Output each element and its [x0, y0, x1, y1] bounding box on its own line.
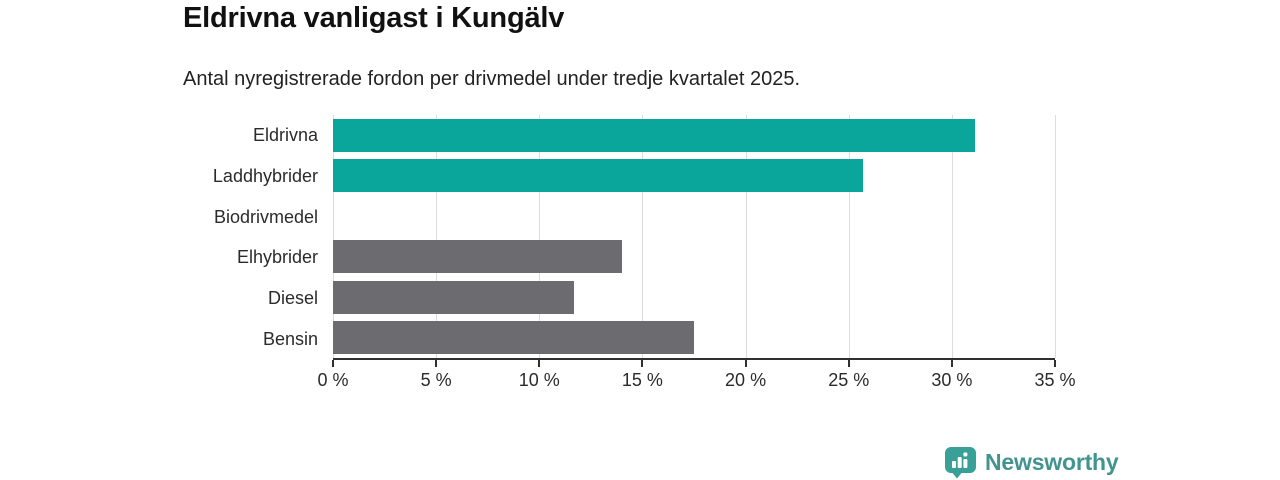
category-axis: Eldrivna Laddhybrider Biodrivmedel Elhybrid…: [0, 115, 318, 360]
chart-title: Eldrivna vanligast i Kungälv: [183, 2, 565, 34]
x-tick-label: 15 %: [621, 370, 663, 390]
axis-tick: [332, 360, 334, 367]
bar-row: [333, 196, 1055, 237]
chart-subtitle: Antal nyregistrerade fordon per drivmede…: [183, 68, 801, 90]
axis-tick: [641, 360, 644, 367]
axis-tick: [435, 360, 438, 367]
gridline: [539, 115, 541, 358]
category-label: Biodrivmedel: [213, 206, 318, 227]
gridline: [1055, 115, 1056, 358]
bar-row: [333, 115, 1055, 156]
x-axis-tick-labels: 0 % 5 % 10 % 15 % 20 % 25 % 30 % 35 %: [317, 370, 1075, 394]
bar-row: [333, 156, 1055, 197]
axis-tick: [744, 360, 747, 367]
axis-tick: [538, 360, 541, 367]
plot-area: [332, 115, 1056, 367]
newsworthy-logo[interactable]: Newsworthy: [944, 446, 1119, 479]
gridline: [745, 115, 747, 358]
bar-eldrivna: [333, 118, 975, 152]
category-label: Laddhybrider: [212, 165, 318, 186]
x-tick-label: 30 %: [931, 370, 973, 390]
gridline: [436, 115, 438, 358]
bar-row: [333, 318, 1055, 359]
bar-row: [333, 277, 1055, 318]
category-label: Diesel: [267, 288, 318, 309]
axis-tick: [847, 360, 850, 367]
bar-chart-bubble-icon: [945, 447, 976, 479]
bar-elhybrider: [333, 240, 622, 274]
gridline: [848, 115, 850, 358]
x-tick-label: 5 %: [420, 370, 452, 390]
x-tick-label: 10 %: [518, 370, 560, 390]
axis-tick: [1054, 360, 1056, 367]
bar-bensin: [333, 321, 694, 355]
gridline: [951, 115, 953, 358]
bar-row: [333, 237, 1055, 278]
x-tick-label: 0 %: [317, 370, 349, 390]
x-tick-label: 35 %: [1034, 370, 1076, 390]
gridline: [333, 115, 334, 358]
x-tick-label: 25 %: [828, 370, 870, 390]
x-tick-label: 20 %: [725, 370, 767, 390]
bar-chart: Eldrivna Laddhybrider Biodrivmedel Elhybrid…: [0, 115, 1076, 390]
newsworthy-wordmark: Newsworthy: [985, 449, 1119, 475]
bar-laddhybrider: [333, 159, 864, 193]
bar-rows: [333, 115, 1055, 358]
gridline: [642, 115, 644, 358]
category-label: Elhybrider: [236, 247, 318, 268]
bar-diesel: [333, 280, 575, 314]
category-label: Eldrivna: [252, 124, 318, 145]
category-label: Bensin: [262, 329, 318, 350]
axis-tick: [950, 360, 953, 367]
